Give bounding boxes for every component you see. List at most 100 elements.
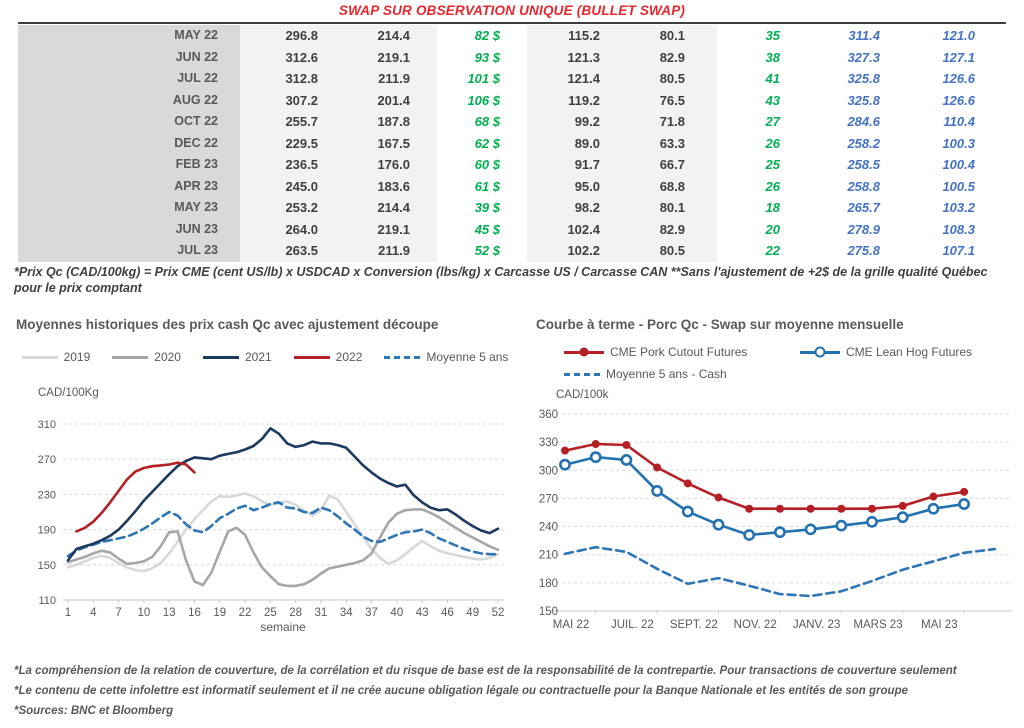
cell-g1: 45 $ [437,218,527,240]
cell-n4: 66.7 [625,154,717,176]
series-2020 [66,508,500,588]
legend-item-2020: 2020 [112,350,181,364]
cell-n1: 307.2 [240,89,345,111]
cell-n4: 80.1 [625,25,717,47]
chart-right-title: Courbe à terme - Porc Qc - Swap sur moye… [536,317,904,332]
cell-g2: 27 [717,111,810,133]
chart-left-legend: 2019 2020 2021 2022 Moyenne 5 ans [8,350,522,364]
cell-n1: 264.0 [240,218,345,240]
svg-text:28: 28 [289,607,302,619]
svg-text:1: 1 [65,607,71,619]
cell-n3: 121.4 [527,68,625,90]
cell-month: JUL 22 [18,68,240,90]
cell-n3: 121.3 [527,46,625,68]
svg-text:4: 4 [90,607,97,619]
cell-g1: 101 $ [437,68,527,90]
cell-b2: 110.4 [910,111,1006,133]
cell-n3: 115.2 [527,25,625,47]
svg-text:210: 210 [539,550,558,562]
chart-forward-curve: Courbe à terme - Porc Qc - Swap sur moye… [528,312,1018,656]
cell-g2: 26 [717,175,810,197]
svg-text:7: 7 [115,607,121,619]
svg-text:19: 19 [213,607,226,619]
cell-b2: 100.4 [910,154,1006,176]
cell-n2: 219.1 [345,218,437,240]
cell-g1: 93 $ [437,46,527,68]
svg-text:49: 49 [466,607,479,619]
cell-n2: 187.8 [345,111,437,133]
cell-b1: 258.5 [810,154,910,176]
chart-historical-cash-prices: Moyennes historiques des prix cash Qc av… [8,312,522,656]
title-divider [18,22,1006,24]
legend-item-moyenne-5-ans---cash: Moyenne 5 ans - Cash [564,367,727,381]
cell-n1: 312.6 [240,46,345,68]
svg-text:JANV. 23: JANV. 23 [793,619,841,631]
cell-n2: 176.0 [345,154,437,176]
cell-n2: 201.4 [345,89,437,111]
series-cme-pork-cutout-futures [563,442,966,510]
svg-text:JUIL. 22: JUIL. 22 [611,619,654,631]
svg-text:150: 150 [539,606,558,618]
cell-n2: 183.6 [345,175,437,197]
legend-label: 2021 [244,350,272,364]
sources-line: *Sources: BNC et Bloomberg [14,704,174,717]
series-moyenne-5-ans [66,501,500,558]
chart-right-legend: CME Pork Cutout Futures CME Lean Hog Futu… [564,345,1014,381]
cell-n4: 80.1 [625,197,717,219]
cell-n3: 98.2 [527,197,625,219]
cell-n3: 95.0 [527,175,625,197]
svg-text:40: 40 [390,607,403,619]
legend-label: 2020 [154,350,181,364]
chart-left-plot: 110 150 190 230 270 310 1 4 7 10 13 16 19 22 25 28 31 34 3… [38,387,505,634]
svg-text:330: 330 [539,437,558,449]
cell-n3: 89.0 [527,132,625,154]
table-footnote: *Prix Qc (CAD/100kg) = Prix CME (cent US… [14,265,988,296]
table-row: AUG 22 307.2 201.4 106 $119.2 76.5 43 325.8 126… [18,89,1006,111]
cell-n1: 263.5 [240,240,345,262]
legend-swatch [564,372,600,376]
cell-b1: 258.8 [810,175,910,197]
svg-text:25: 25 [264,607,277,619]
cell-b1: 258.2 [810,132,910,154]
cell-b2: 127.1 [910,46,1006,68]
cell-month: OCT 22 [18,111,240,133]
svg-text:150: 150 [38,560,56,572]
svg-text:360: 360 [539,409,558,421]
series-2022 [75,461,196,533]
table-row: MAY 22 296.8 214.4 82 $115.2 80.1 35 311.4 121.… [18,25,1006,47]
svg-text:46: 46 [441,607,454,619]
legend-swatch [112,355,149,359]
table-row: JUN 22 312.6 219.1 93 $121.3 82.9 38 327.3 127.… [18,46,1006,68]
cell-b1: 311.4 [810,25,910,47]
legend-item-2019: 2019 [21,350,90,364]
cell-g2: 35 [717,25,810,47]
legend-swatch [800,346,840,358]
cell-month: MAY 23 [18,197,240,219]
cell-n2: 167.5 [345,132,437,154]
cell-g1: 82 $ [437,25,527,47]
cell-g2: 41 [717,68,810,90]
cell-n2: 214.4 [345,25,437,47]
cell-n1: 253.2 [240,197,345,219]
cell-n3: 91.7 [527,154,625,176]
cell-n4: 82.9 [625,46,717,68]
svg-text:37: 37 [365,607,378,619]
cell-b1: 325.8 [810,89,910,111]
cell-g1: 61 $ [437,175,527,197]
legend-item-moyenne-5-ans: Moyenne 5 ans [384,350,508,364]
page-title: SWAP SUR OBSERVATION UNIQUE (BULLET SWAP… [338,3,686,18]
cell-month: DEC 22 [18,132,240,154]
svg-text:270: 270 [539,493,558,505]
cell-g2: 18 [717,197,810,219]
legend-swatch [564,347,604,357]
svg-text:10: 10 [137,607,150,619]
svg-text:MARS 23: MARS 23 [853,619,902,631]
table-row: OCT 22 255.7 187.8 68 $99.2 71.8 27 284.6 110.4 [18,111,1006,133]
table-row: APR 23 245.0 183.6 61 $95.0 68.8 26 258.8 100.5 [18,175,1006,197]
cell-n3: 99.2 [527,111,625,133]
legend-label: CME Lean Hog Futures [846,345,973,359]
cell-month: MAY 22 [18,25,240,47]
svg-text:13: 13 [163,607,176,619]
cell-n4: 63.3 [625,132,717,154]
